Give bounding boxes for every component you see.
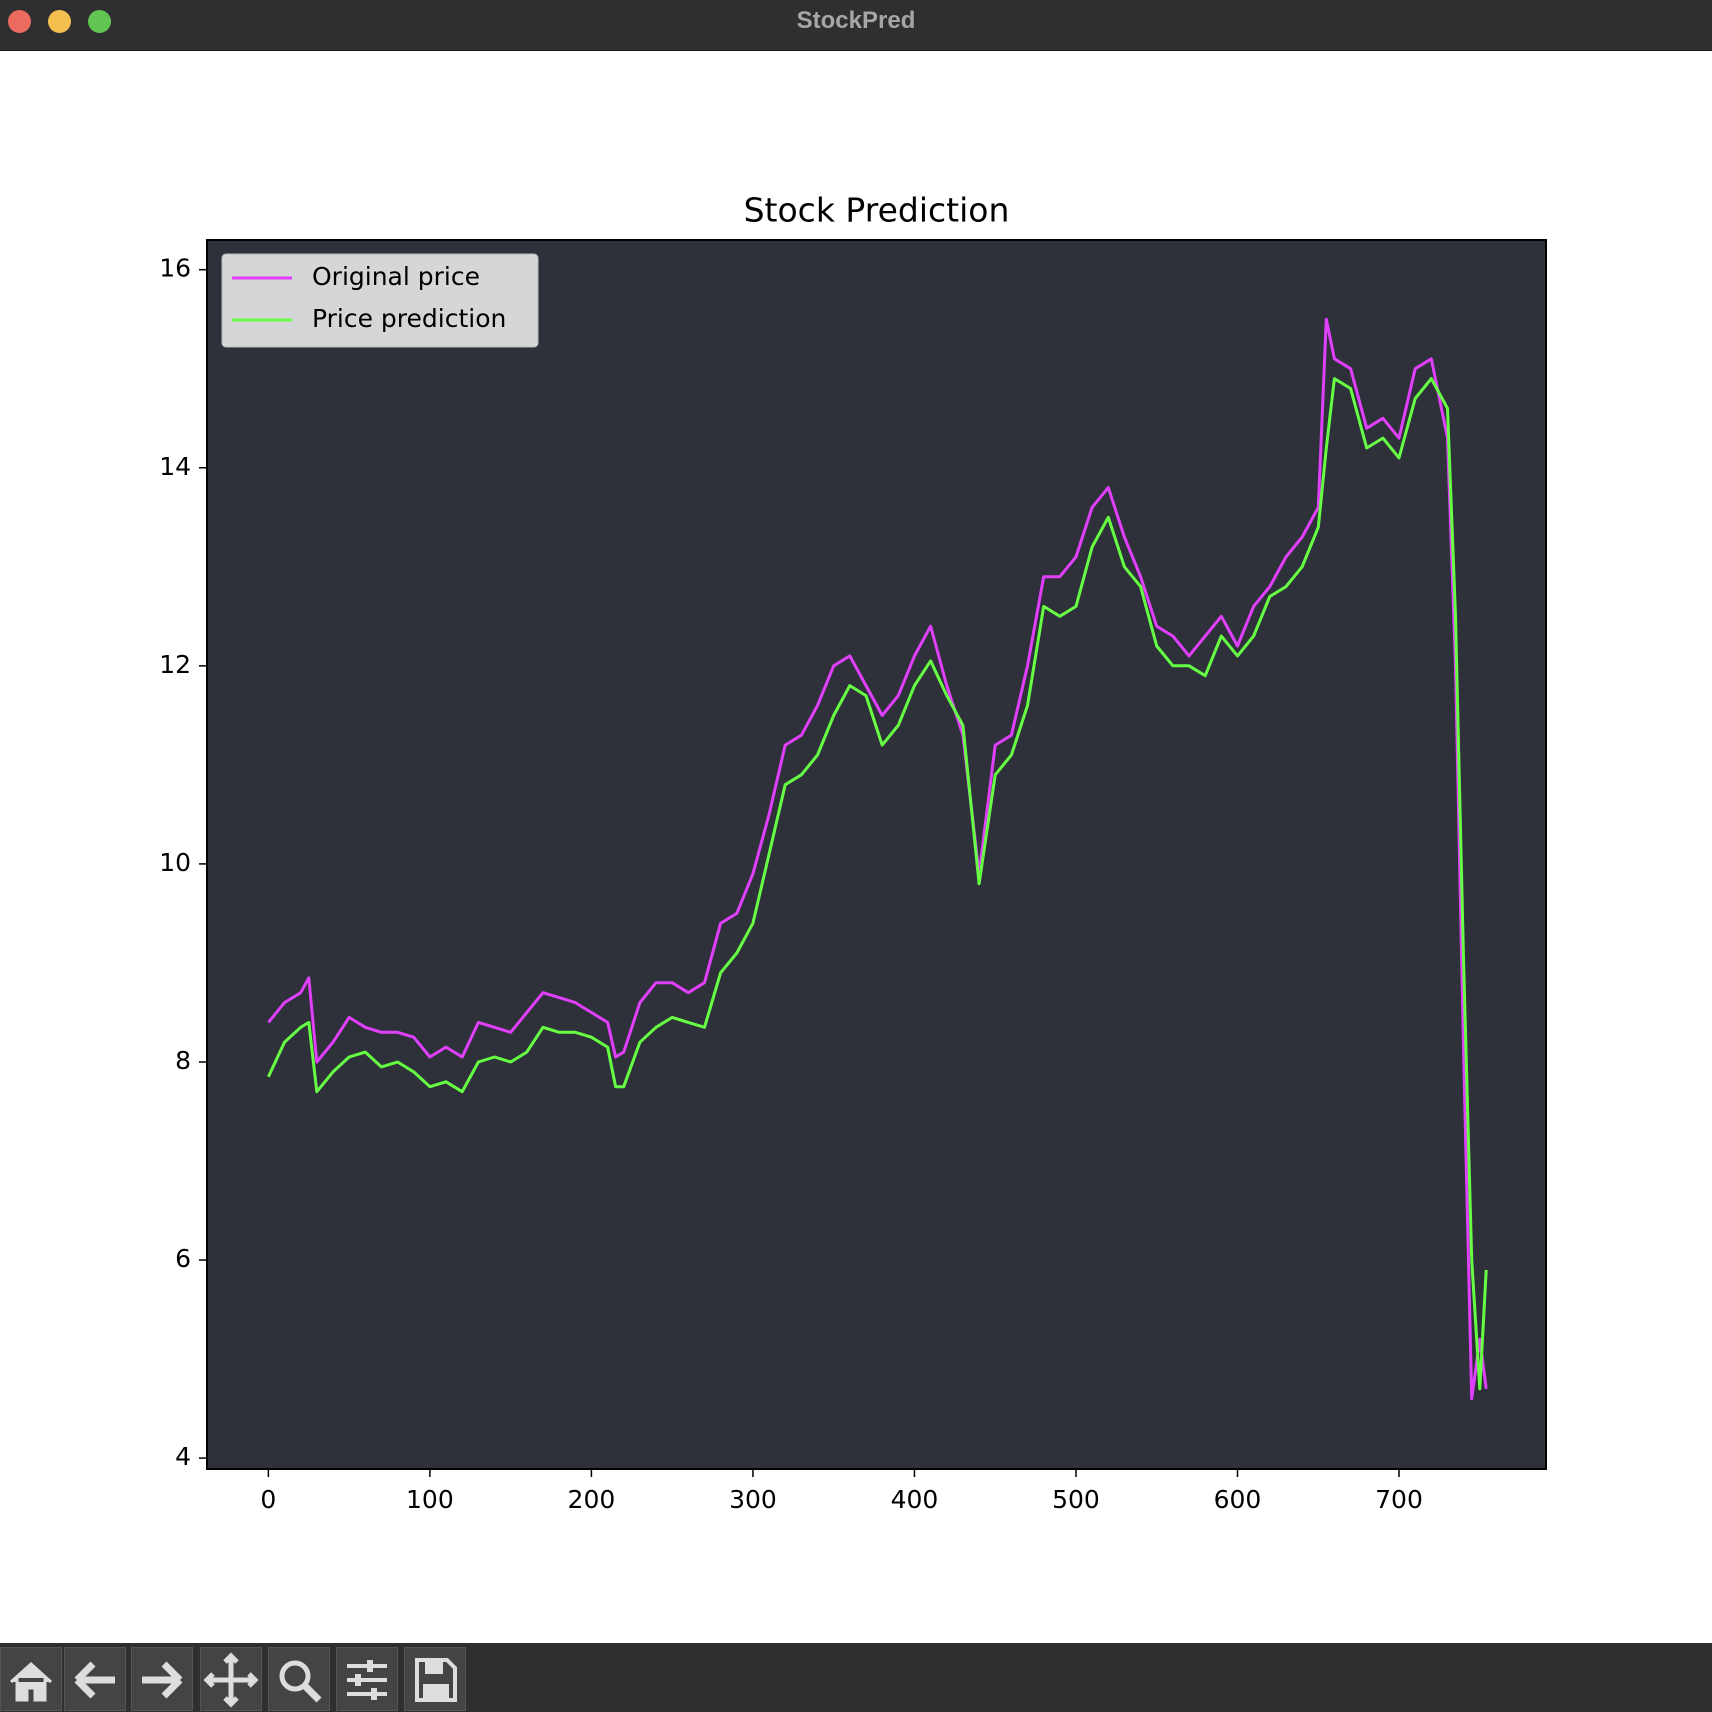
legend-label: Price prediction — [312, 304, 506, 333]
x-tick-label: 200 — [568, 1485, 616, 1514]
y-tick-label: 4 — [175, 1442, 191, 1471]
y-tick-label: 10 — [159, 848, 191, 877]
x-tick-label: 500 — [1052, 1485, 1100, 1514]
legend-box — [221, 253, 539, 348]
x-tick-label: 400 — [891, 1485, 939, 1514]
configure-button[interactable] — [336, 1647, 398, 1711]
y-tick-label: 16 — [159, 254, 191, 283]
price-line — [267, 377, 1488, 1391]
chart: Stock Prediction 4 6 8 10 12 14 16 0 100 200 300 400… — [159, 191, 1547, 1514]
legend-label: Original price — [312, 262, 480, 291]
x-tick-label: 100 — [406, 1485, 454, 1514]
x-tick-label: 700 — [1375, 1485, 1423, 1514]
y-tick-label: 6 — [175, 1244, 191, 1273]
x-tick-label: 0 — [260, 1485, 276, 1514]
save-button[interactable] — [404, 1647, 466, 1711]
plot-area — [206, 239, 1547, 1470]
zoom-button[interactable] — [88, 10, 111, 33]
pan-button[interactable] — [200, 1647, 262, 1711]
forward-button[interactable] — [131, 1647, 193, 1711]
window-title: StockPred — [796, 7, 916, 34]
back-button[interactable] — [64, 1647, 126, 1711]
zoom-tool-button[interactable] — [268, 1647, 330, 1711]
y-tick-label: 14 — [159, 452, 191, 481]
toolbar — [0, 1643, 1712, 1712]
y-tick-label: 8 — [175, 1046, 191, 1075]
x-tick-label: 600 — [1214, 1485, 1262, 1514]
x-tick-label: 300 — [729, 1485, 777, 1514]
price-line — [267, 317, 1488, 1401]
minimize-button[interactable] — [48, 10, 71, 33]
home-button[interactable] — [0, 1647, 62, 1711]
chart-title: Stock Prediction — [744, 191, 1010, 230]
close-button[interactable] — [8, 10, 31, 33]
title-bar: StockPred — [0, 0, 1712, 51]
y-tick-label: 12 — [159, 650, 191, 679]
